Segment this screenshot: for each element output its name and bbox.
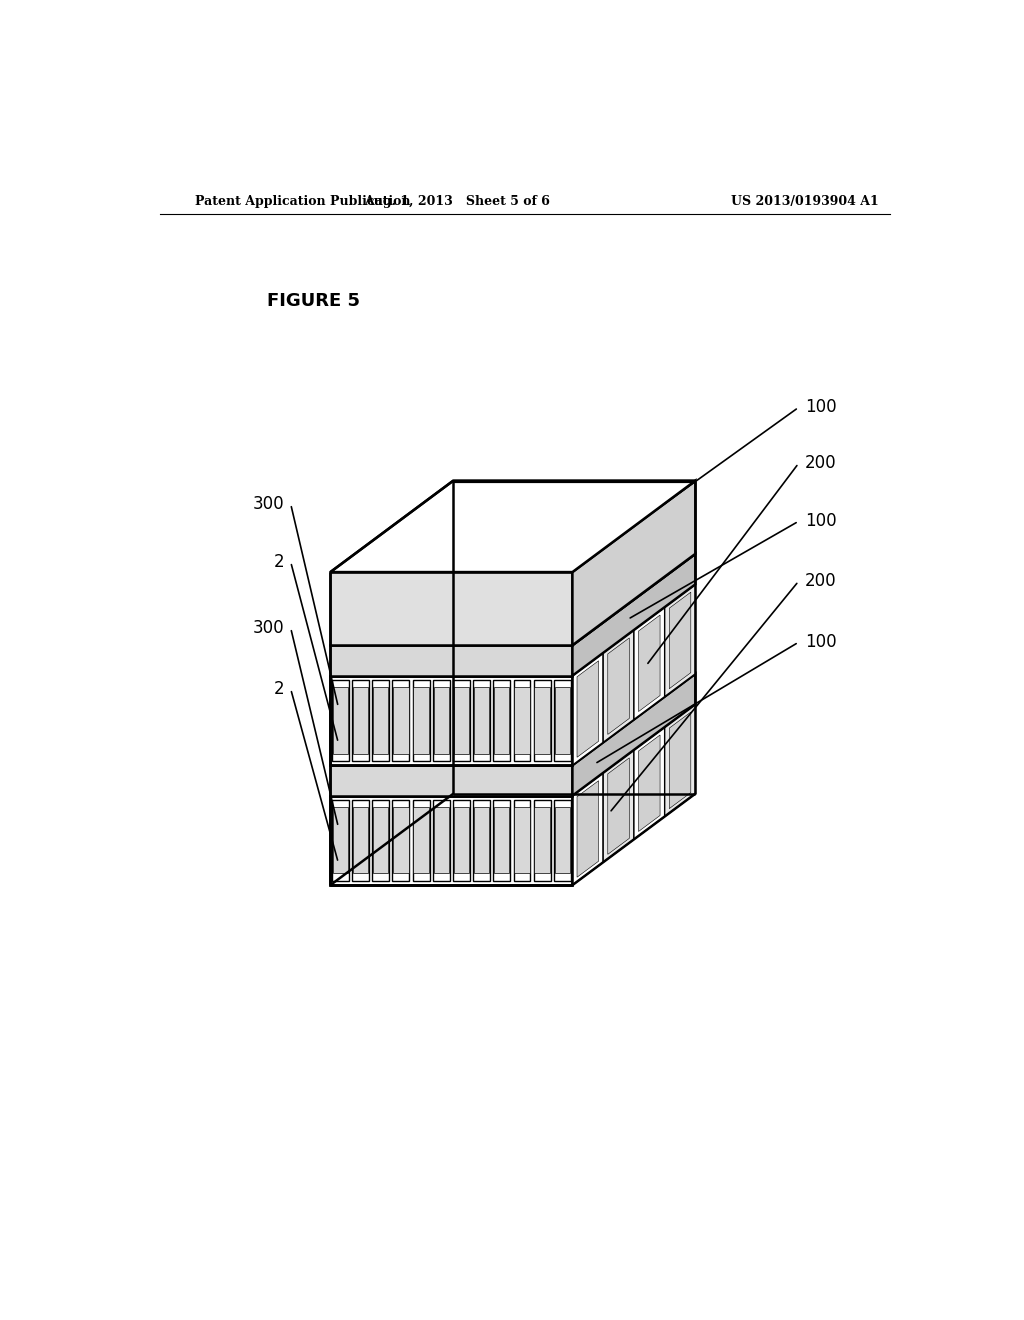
Polygon shape bbox=[535, 808, 550, 874]
Polygon shape bbox=[495, 688, 510, 754]
Polygon shape bbox=[535, 688, 550, 754]
Polygon shape bbox=[665, 704, 695, 817]
Polygon shape bbox=[554, 800, 570, 880]
Polygon shape bbox=[373, 800, 389, 880]
Polygon shape bbox=[474, 808, 489, 874]
Polygon shape bbox=[639, 615, 660, 711]
Text: 100: 100 bbox=[805, 399, 837, 416]
Polygon shape bbox=[333, 688, 348, 754]
Polygon shape bbox=[393, 808, 409, 874]
Polygon shape bbox=[331, 676, 572, 766]
Polygon shape bbox=[572, 673, 695, 796]
Polygon shape bbox=[333, 808, 348, 874]
Polygon shape bbox=[578, 780, 599, 878]
Polygon shape bbox=[634, 607, 665, 719]
Text: Patent Application Publication: Patent Application Publication bbox=[196, 194, 411, 207]
Polygon shape bbox=[572, 772, 603, 886]
Polygon shape bbox=[474, 688, 489, 754]
Polygon shape bbox=[494, 680, 510, 760]
Polygon shape bbox=[454, 688, 469, 754]
Polygon shape bbox=[332, 800, 349, 880]
Polygon shape bbox=[373, 680, 389, 760]
Text: FIGURE 5: FIGURE 5 bbox=[267, 292, 359, 310]
Polygon shape bbox=[433, 800, 450, 880]
Polygon shape bbox=[608, 758, 630, 854]
Text: 300: 300 bbox=[253, 619, 285, 638]
Text: 2: 2 bbox=[273, 680, 285, 698]
Polygon shape bbox=[332, 680, 349, 760]
Polygon shape bbox=[578, 661, 599, 758]
Polygon shape bbox=[473, 800, 490, 880]
Polygon shape bbox=[393, 688, 409, 754]
Polygon shape bbox=[413, 800, 430, 880]
Polygon shape bbox=[572, 554, 695, 676]
Polygon shape bbox=[413, 680, 430, 760]
Polygon shape bbox=[414, 808, 429, 874]
Text: Aug. 1, 2013   Sheet 5 of 6: Aug. 1, 2013 Sheet 5 of 6 bbox=[365, 194, 550, 207]
Polygon shape bbox=[453, 800, 470, 880]
Polygon shape bbox=[331, 554, 695, 645]
Polygon shape bbox=[352, 680, 369, 760]
Polygon shape bbox=[331, 645, 572, 676]
Polygon shape bbox=[373, 688, 388, 754]
Text: 200: 200 bbox=[805, 573, 837, 590]
Polygon shape bbox=[603, 630, 634, 742]
Polygon shape bbox=[414, 688, 429, 754]
Polygon shape bbox=[495, 808, 510, 874]
Polygon shape bbox=[603, 750, 634, 862]
Polygon shape bbox=[534, 800, 551, 880]
Polygon shape bbox=[670, 593, 691, 689]
Polygon shape bbox=[331, 480, 695, 572]
Text: 2: 2 bbox=[273, 553, 285, 572]
Polygon shape bbox=[514, 808, 529, 874]
Polygon shape bbox=[494, 800, 510, 880]
Polygon shape bbox=[453, 680, 470, 760]
Polygon shape bbox=[392, 680, 410, 760]
Polygon shape bbox=[608, 638, 630, 734]
Polygon shape bbox=[353, 688, 369, 754]
Polygon shape bbox=[513, 800, 530, 880]
Text: 100: 100 bbox=[805, 634, 837, 651]
Polygon shape bbox=[572, 480, 695, 645]
Polygon shape bbox=[353, 808, 369, 874]
Polygon shape bbox=[392, 800, 410, 880]
Polygon shape bbox=[513, 680, 530, 760]
Polygon shape bbox=[331, 766, 572, 796]
Polygon shape bbox=[634, 727, 665, 840]
Polygon shape bbox=[373, 808, 388, 874]
Polygon shape bbox=[352, 800, 369, 880]
Polygon shape bbox=[433, 680, 450, 760]
Polygon shape bbox=[572, 653, 603, 766]
Polygon shape bbox=[514, 688, 529, 754]
Text: 200: 200 bbox=[805, 454, 837, 473]
Polygon shape bbox=[639, 735, 660, 832]
Text: US 2013/0193904 A1: US 2013/0193904 A1 bbox=[731, 194, 879, 207]
Polygon shape bbox=[555, 808, 570, 874]
Text: 100: 100 bbox=[805, 512, 837, 531]
Polygon shape bbox=[331, 673, 695, 766]
Polygon shape bbox=[670, 711, 691, 809]
Polygon shape bbox=[555, 688, 570, 754]
Polygon shape bbox=[534, 680, 551, 760]
Text: 300: 300 bbox=[253, 495, 285, 513]
Polygon shape bbox=[665, 585, 695, 697]
Polygon shape bbox=[554, 680, 570, 760]
Polygon shape bbox=[473, 680, 490, 760]
Polygon shape bbox=[331, 796, 572, 886]
Polygon shape bbox=[454, 808, 469, 874]
Polygon shape bbox=[433, 688, 449, 754]
Polygon shape bbox=[331, 572, 572, 645]
Polygon shape bbox=[433, 808, 449, 874]
